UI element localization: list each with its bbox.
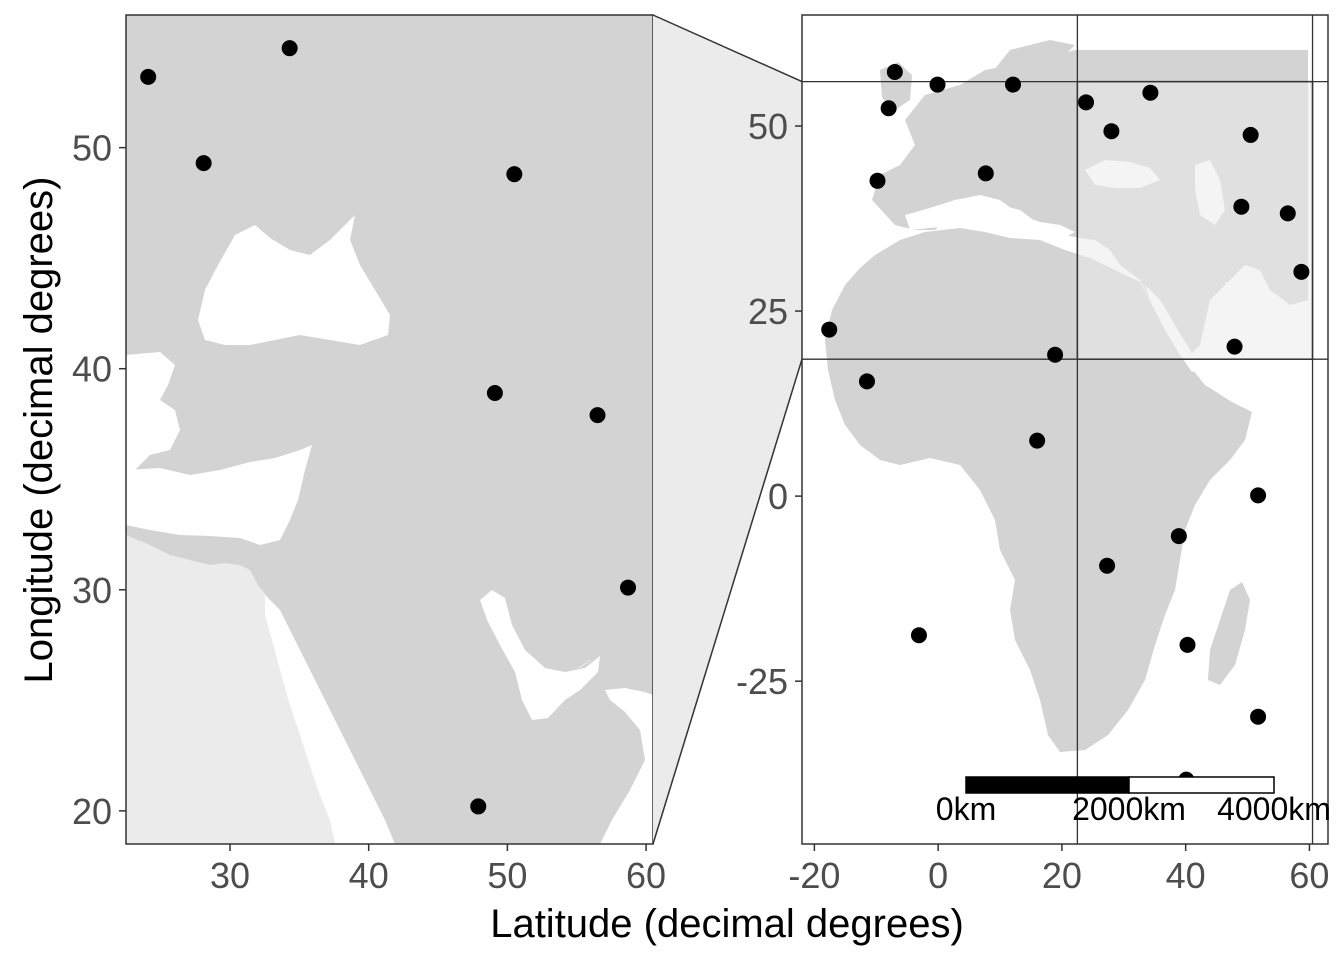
overview-x-tick-label-4: 60 [1289,855,1329,896]
x-axis-title: Latitude (decimal degrees) [490,902,964,946]
overview-point-2 [1005,77,1021,93]
overview-panel: 0km 2000km 4000km -20 0 20 40 60 -25 0 25 50 [736,15,1331,896]
overview-x-tick-label-3: 40 [1166,855,1206,896]
overview-point-18 [1250,487,1266,503]
scale-bar-label-1: 2000km [1072,791,1186,827]
inset-zoom-point-7 [470,798,486,814]
inset-zoom-panel: 30 40 50 60 20 30 40 50 [72,15,666,896]
overview-x-tick-label-0: -20 [788,855,840,896]
inset-zoom-point-5 [590,407,606,423]
inset-x-axis: 30 40 50 60 [210,844,666,896]
zoom-highlight-box [1077,82,1312,360]
overview-y-tick-label-2: 25 [748,291,788,332]
overview-point-5 [1142,85,1158,101]
inset-zoom-point-2 [282,40,298,56]
overview-point-21 [911,627,927,643]
overview-point-8 [869,173,885,189]
overview-point-11 [1280,205,1296,221]
inset-zoom-x-tick-label-2: 50 [487,855,527,896]
scale-bar: 0km 2000km 4000km [936,777,1331,827]
overview-point-14 [1047,347,1063,363]
overview-point-20 [1099,558,1115,574]
scale-bar-label-2: 4000km [1217,791,1331,827]
inset-zoom-x-tick-label-3: 60 [626,855,666,896]
overview-point-6 [1103,123,1119,139]
overview-x-tick-label-1: 0 [928,855,948,896]
scale-bar-label-0: 0km [936,791,996,827]
overview-point-22 [1180,637,1196,653]
overview-x-axis: -20 0 20 40 60 [788,844,1329,896]
y-axis-title: Longitude (decimal degrees) [17,177,61,684]
overview-point-19 [1171,528,1187,544]
overview-point-3 [881,100,897,116]
overview-point-10 [1233,199,1249,215]
inset-zoom-point-0 [140,69,156,85]
overview-point-15 [1227,339,1243,355]
overview-y-tick-label-1: 0 [768,476,788,517]
inset-zoom-point-1 [196,155,212,171]
overview-point-4 [1078,94,1094,110]
inset-zoom-y-tick-label-2: 40 [72,349,112,390]
overview-point-13 [821,322,837,338]
overview-x-tick-label-2: 20 [1042,855,1082,896]
overview-point-9 [978,165,994,181]
overview-y-tick-label-0: -25 [736,661,788,702]
inset-zoom-y-tick-label-3: 50 [72,128,112,169]
inset-zoom-point-4 [487,385,503,401]
overview-point-17 [1029,433,1045,449]
inset-zoom-y-tick-label-0: 20 [72,791,112,832]
inset-zoom-point-6 [620,580,636,596]
overview-point-23 [1250,709,1266,725]
overview-point-12 [1293,264,1309,280]
overview-y-tick-label-3: 50 [748,106,788,147]
overview-point-1 [930,77,946,93]
inset-zoom-y-tick-label-1: 30 [72,570,112,611]
inset-zoom-x-tick-label-0: 30 [210,855,250,896]
overview-point-7 [1243,127,1259,143]
inset-y-axis: 20 30 40 50 [72,128,126,832]
inset-zoom-x-tick-label-1: 40 [349,855,389,896]
inset-zoom-point-3 [506,166,522,182]
overview-point-0 [887,64,903,80]
overview-point-16 [859,373,875,389]
